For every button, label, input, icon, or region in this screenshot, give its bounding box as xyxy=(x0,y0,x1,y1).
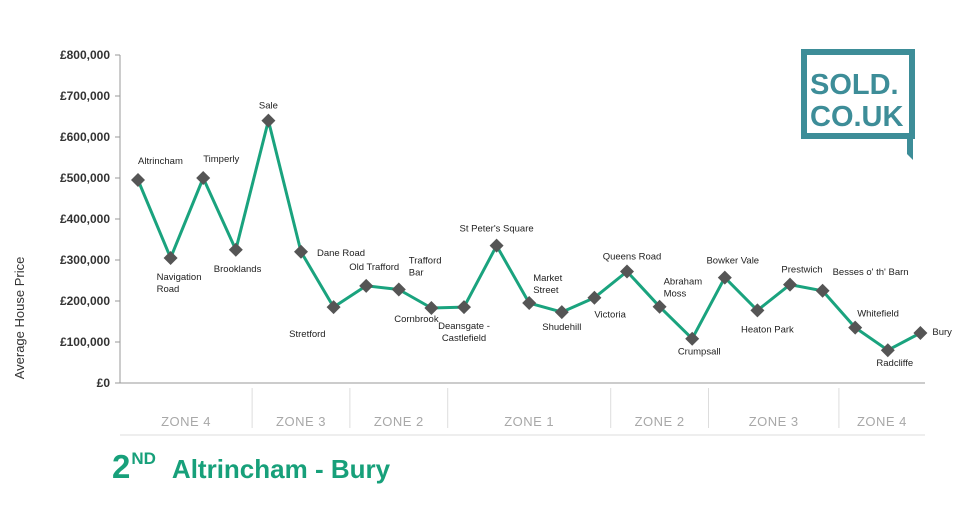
station-label: Cornbrook xyxy=(394,314,439,325)
data-point-marker xyxy=(652,299,667,314)
station-label: St Peter's Square xyxy=(460,224,534,235)
zone-bands: ZONE 4 ZONE 3 ZONE 2 ZONE 1 ZONE 2 ZONE 3 ZONE… xyxy=(120,388,925,436)
zone-label: ZONE 2 xyxy=(374,414,424,429)
chart-caption: 2ND Altrincham - Bury xyxy=(112,448,390,486)
station-label: Market Street xyxy=(533,273,562,296)
caption-rank-suffix: ND xyxy=(131,449,156,468)
data-point-marker xyxy=(587,290,602,305)
station-label: Sale xyxy=(259,101,278,112)
y-axis-label: Average House Price xyxy=(12,257,27,380)
station-label: Prestwich xyxy=(781,265,822,276)
series-line xyxy=(136,119,922,352)
zone-label: ZONE 4 xyxy=(857,414,907,429)
station-label: Bury xyxy=(932,327,952,338)
data-point-marker xyxy=(359,278,374,293)
logo-frame xyxy=(801,49,915,139)
station-label: Bowker Vale xyxy=(706,256,759,267)
zone-label: ZONE 3 xyxy=(749,414,799,429)
data-point-marker xyxy=(685,331,700,346)
y-axis: £0 £100,000 £200,000 £300,000 £400,000 £500,0… xyxy=(60,48,121,390)
y-tick-label: £200,000 xyxy=(60,294,110,308)
station-labels: Altrincham Navigation Road Timperly Brooklan… xyxy=(138,101,952,370)
zone-label: ZONE 3 xyxy=(276,414,326,429)
zone-label: ZONE 2 xyxy=(635,414,685,429)
data-point-marker xyxy=(848,320,863,335)
station-label: Besses o' th' Barn xyxy=(833,267,909,278)
data-point-marker xyxy=(554,305,569,320)
data-point-marker xyxy=(880,343,895,358)
station-label: Navigation Road xyxy=(157,272,202,295)
data-point-marker xyxy=(228,242,243,257)
data-point-marker xyxy=(717,270,732,285)
data-point-marker xyxy=(489,238,504,253)
y-tick-label: £300,000 xyxy=(60,253,110,267)
y-tick-label: £100,000 xyxy=(60,335,110,349)
station-label: Abraham Moss xyxy=(664,277,703,300)
station-label: Brooklands xyxy=(214,264,262,275)
data-point-marker xyxy=(783,277,797,292)
data-point-marker xyxy=(326,300,341,315)
data-point-marker xyxy=(261,113,276,128)
station-label: Timperly xyxy=(203,154,239,165)
zone-label: ZONE 1 xyxy=(504,414,554,429)
data-point-marker xyxy=(163,250,178,265)
data-point-marker xyxy=(391,282,406,297)
station-label: Altrincham xyxy=(138,156,183,167)
station-label: Deansgate -Castlefield xyxy=(438,321,490,344)
station-label: Shudehill xyxy=(542,322,581,333)
y-tick-label: £0 xyxy=(97,376,111,390)
station-label: Stretford xyxy=(289,329,325,340)
y-tick-label: £800,000 xyxy=(60,48,110,62)
data-point-marker xyxy=(294,244,308,259)
station-label: Trafford Bar xyxy=(409,256,442,279)
data-point-marker xyxy=(620,264,634,279)
station-label: Radcliffe xyxy=(876,358,913,369)
data-point-marker xyxy=(913,325,928,340)
data-point-marker xyxy=(522,296,537,311)
price-series xyxy=(131,113,928,358)
station-label: Whitefield xyxy=(857,309,899,320)
station-label: Crumpsall xyxy=(678,347,721,358)
caption-rank: 2 xyxy=(112,448,131,485)
data-point-marker xyxy=(457,300,471,315)
logo-line-1: SOLD. xyxy=(810,69,899,101)
y-tick-label: £600,000 xyxy=(60,130,110,144)
caption-route-title: Altrincham - Bury xyxy=(171,454,391,484)
data-point-marker xyxy=(131,173,145,188)
sold-co-uk-logo: SOLD.CO.UK xyxy=(801,49,915,160)
data-point-marker xyxy=(815,283,830,298)
logo-tab xyxy=(907,136,913,160)
zone-label: ZONE 4 xyxy=(161,414,211,429)
data-point-marker xyxy=(750,303,765,318)
y-tick-label: £700,000 xyxy=(60,89,110,103)
logo-line-2: CO.UK xyxy=(810,101,904,133)
y-tick-label: £500,000 xyxy=(60,171,110,185)
station-label: Old Trafford xyxy=(349,262,399,273)
data-point-marker xyxy=(196,171,211,185)
station-label: Dane Road xyxy=(317,248,365,259)
station-label: Heaton Park xyxy=(741,324,794,335)
y-tick-label: £400,000 xyxy=(60,212,110,226)
station-label: Queens Road xyxy=(603,251,662,262)
data-point-marker xyxy=(424,300,439,315)
station-label: Victoria xyxy=(594,310,626,321)
